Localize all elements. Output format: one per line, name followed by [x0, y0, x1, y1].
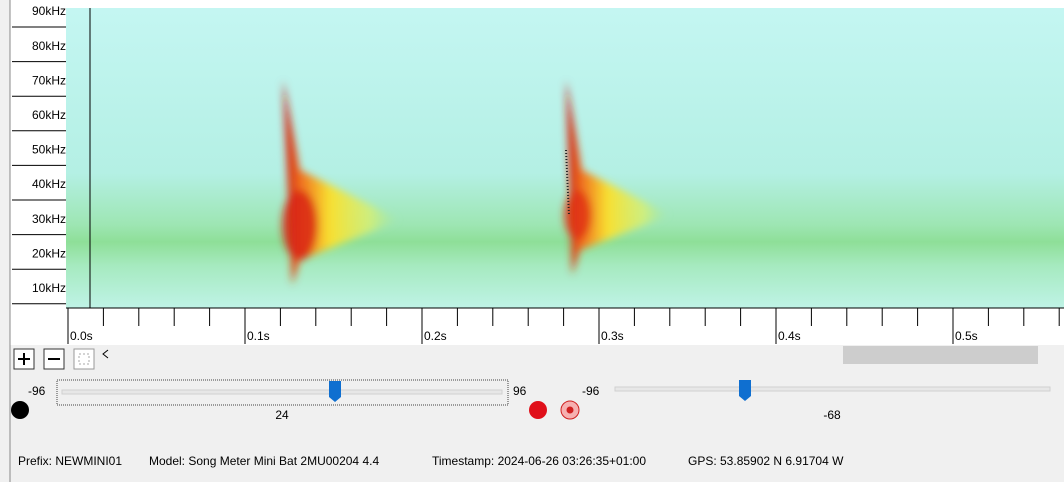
time-label: 0.0s [70, 329, 93, 343]
toolbar [13, 346, 1038, 370]
time-label: 0.4s [778, 329, 801, 343]
slider-value: 24 [275, 408, 289, 422]
call-1 [282, 80, 400, 285]
zoom-fit-button[interactable] [73, 348, 95, 370]
frequency-label: 90kHz [32, 4, 66, 18]
call-2 [564, 80, 670, 275]
slider-track[interactable] [614, 386, 1051, 392]
frequency-label: 70kHz [32, 73, 66, 87]
frequency-label: 50kHz [32, 143, 66, 157]
gain-controls: -96 24 96 [11, 379, 580, 422]
time-label: 0.3s [601, 329, 624, 343]
time-label: 0.5s [955, 329, 978, 343]
scroll-left-button[interactable] [102, 349, 109, 359]
call-trace [565, 149, 570, 216]
spectrogram [66, 8, 1064, 308]
slider-min: -96 [582, 384, 600, 398]
black-dot-button[interactable] [11, 401, 29, 419]
time-label: 0.1s [247, 329, 270, 343]
slider-max: 96 [513, 384, 527, 398]
frequency-label: 80kHz [32, 39, 66, 53]
frequency-label: 30kHz [32, 212, 66, 226]
slider-thumb[interactable] [329, 381, 341, 402]
status-bar: Prefix: NEWMINI01 Model: Song Meter Mini… [18, 454, 844, 468]
threshold-controls: -96 -68 [582, 380, 1051, 422]
scrollbar-thumb[interactable] [843, 346, 1038, 364]
status-gps: GPS: 53.85902 N 6.91704 W [688, 454, 844, 468]
frequency-label: 10kHz [32, 281, 66, 295]
frequency-label: 20kHz [32, 246, 66, 260]
slider-track[interactable] [61, 389, 503, 395]
time-axis: 0.0s 0.1s 0.2s 0.3s 0.4s 0.5s [66, 307, 1064, 344]
slider-thumb[interactable] [739, 380, 751, 401]
time-label: 0.2s [424, 329, 447, 343]
slider-min: -96 [28, 384, 46, 398]
frequency-label: 60kHz [32, 108, 66, 122]
frequency-label: 40kHz [32, 177, 66, 191]
status-timestamp: Timestamp: 2024-06-26 03:26:35+01:00 [432, 454, 646, 468]
frequency-axis: 90kHz 80kHz 70kHz 60kHz 50kHz 40kHz 30kHz 20kHz… [12, 4, 66, 305]
status-prefix: Prefix: NEWMINI01 [18, 454, 122, 468]
status-model: Model: Song Meter Mini Bat 2MU00204 4.4 [149, 454, 379, 468]
red-dot-button[interactable] [529, 401, 547, 419]
spectrogram-bg [66, 8, 1064, 308]
slider-value: -68 [823, 408, 841, 422]
